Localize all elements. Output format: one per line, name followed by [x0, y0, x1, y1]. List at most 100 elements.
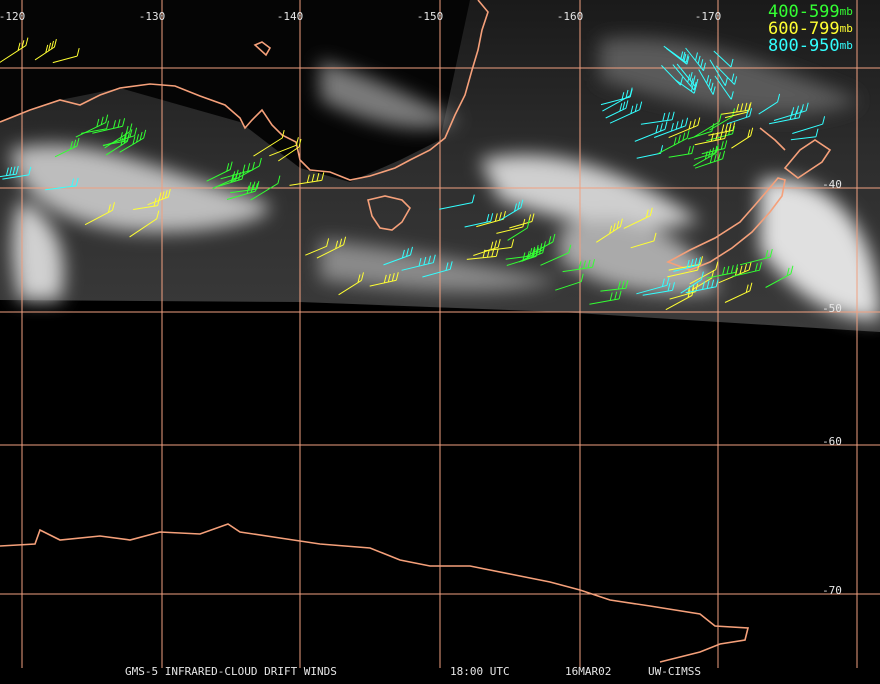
- wind-barb: [499, 199, 524, 221]
- graticule: [0, 0, 880, 668]
- wind-barb: [401, 254, 436, 271]
- wind-barb: [383, 246, 413, 266]
- australia-land: [0, 0, 470, 182]
- longitude-label: -150: [417, 10, 444, 23]
- coastline: [367, 195, 411, 231]
- wind-barb: [769, 109, 802, 125]
- wind-barb: [623, 207, 653, 229]
- cloud: [760, 178, 880, 320]
- wind-barb: [685, 278, 719, 294]
- coastline: [0, 0, 489, 181]
- legend-entry: 400-599mb: [768, 2, 853, 22]
- wind-barb: [792, 116, 826, 134]
- wind-barb: [119, 129, 147, 153]
- coastline: [759, 127, 832, 179]
- latitude-label: -50: [822, 302, 842, 315]
- wind-barb: [218, 170, 245, 187]
- wind-barb: [731, 127, 754, 149]
- wind-barb: [680, 271, 704, 294]
- legend-entry: 600-799mb: [768, 19, 853, 39]
- wind-barb: [605, 100, 629, 119]
- wind-barb: [642, 282, 675, 296]
- latitude-label: -60: [822, 435, 842, 448]
- wind-barb: [689, 261, 719, 285]
- wind-barb: [636, 277, 670, 295]
- coastline: [0, 523, 750, 663]
- wind-barb: [92, 118, 126, 134]
- longitude-label: -120: [0, 10, 25, 23]
- wind-barb: [726, 108, 753, 125]
- wind-barb: [630, 232, 657, 249]
- wind-barb: [105, 133, 130, 156]
- legend-range: 400-599: [768, 2, 840, 22]
- longitude-label: -130: [139, 10, 166, 23]
- cloud: [560, 219, 720, 294]
- wind-barb: [609, 101, 643, 124]
- wind-barb: [483, 239, 515, 252]
- wind-barb: [278, 138, 302, 162]
- wind-barb: [685, 47, 706, 72]
- wind-barb: [316, 236, 347, 259]
- wind-barb: [473, 239, 501, 256]
- wind-barb: [687, 123, 715, 140]
- grid-labels: -120 -130 -140 -150 -160 -170 -40 -50 -60 -70: [0, 10, 842, 597]
- wind-barb: [600, 280, 629, 292]
- wind-barb: [422, 261, 453, 278]
- longitude-label: -170: [695, 10, 722, 23]
- longitude-label: -160: [557, 10, 584, 23]
- cloud: [12, 200, 64, 300]
- wind-barb: [212, 169, 239, 189]
- wind-barb: [596, 218, 623, 243]
- wind-barb: [34, 38, 57, 61]
- cloud: [480, 154, 700, 229]
- footer-source: UW-CIMSS: [648, 665, 701, 678]
- wind-barb: [0, 37, 29, 63]
- cloud: [600, 38, 860, 115]
- latitude-label: -40: [822, 178, 842, 191]
- wind-barb: [129, 210, 160, 238]
- wind-barb: [693, 113, 722, 138]
- wind-barb: [507, 219, 530, 241]
- wind-barb: [731, 262, 762, 277]
- wind-barb: [206, 161, 233, 182]
- wind-barb: [226, 183, 258, 200]
- wind-barb: [476, 210, 506, 228]
- wind-barb: [464, 213, 494, 228]
- footer-date: 16MAR02: [565, 665, 611, 678]
- wind-barb: [657, 130, 690, 155]
- wind-barb: [589, 290, 622, 305]
- wind-barb: [676, 63, 699, 88]
- wind-barb: [147, 188, 171, 206]
- wind-barb: [496, 218, 526, 234]
- legend-unit: mb: [840, 5, 853, 18]
- wind-barb: [790, 128, 819, 141]
- legend-unit: mb: [840, 22, 853, 35]
- wind-barb: [673, 257, 701, 272]
- wind-barb: [269, 137, 299, 157]
- wind-barb: [765, 265, 794, 288]
- footer-title: GMS-5 INFRARED-CLOUD DRIFT WINDS: [125, 665, 337, 678]
- wind-barb: [708, 122, 736, 136]
- wind-barb: [715, 65, 738, 85]
- wind-barb: [701, 140, 728, 155]
- wind-barb: [540, 244, 572, 266]
- footer: GMS-5 INFRARED-CLOUD DRIFT WINDS 18:00 U…: [125, 665, 701, 678]
- wind-barb: [640, 111, 675, 125]
- wind-barb: [698, 69, 716, 95]
- wind-barb: [305, 238, 330, 256]
- wind-barb: [694, 144, 719, 160]
- wind-barb: [289, 172, 325, 186]
- wind-barb: [505, 247, 533, 260]
- wind-barb: [369, 272, 399, 287]
- wind-barb: [709, 59, 728, 86]
- wind-barb: [668, 145, 695, 158]
- footer-time: 18:00 UTC: [450, 665, 510, 678]
- wind-barb: [758, 93, 781, 115]
- coastline: [666, 177, 786, 271]
- wind-barb: [250, 175, 281, 201]
- wind-barb: [739, 248, 773, 266]
- wind-barb: [665, 47, 690, 65]
- wind-barb: [668, 117, 701, 139]
- wind-barb: [555, 273, 584, 291]
